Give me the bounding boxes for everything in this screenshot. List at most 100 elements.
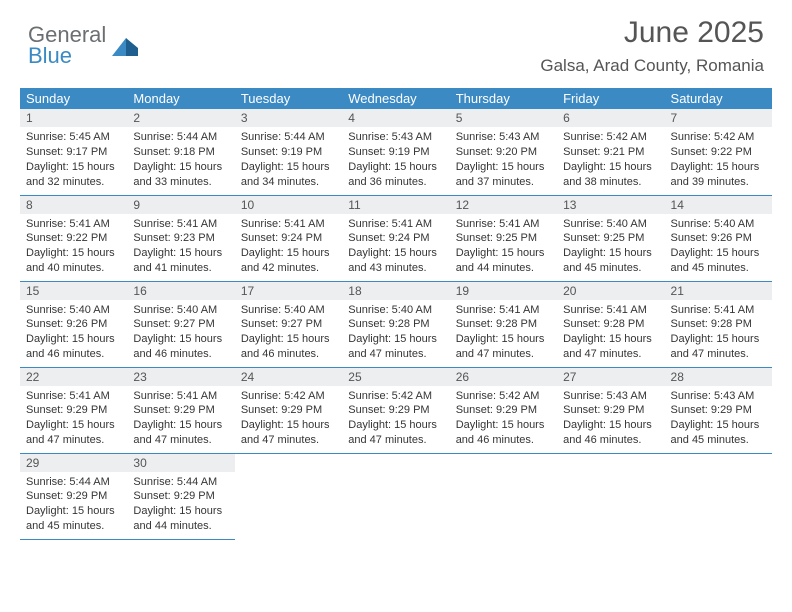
day-data: Sunrise: 5:40 AMSunset: 9:27 PMDaylight:… xyxy=(127,300,234,366)
day-data: Sunrise: 5:40 AMSunset: 9:27 PMDaylight:… xyxy=(235,300,342,366)
weekday-header: Monday xyxy=(127,88,234,109)
weekday-header: Sunday xyxy=(20,88,127,109)
calendar-day-cell: 20Sunrise: 5:41 AMSunset: 9:28 PMDayligh… xyxy=(557,281,664,367)
calendar-day-cell: 22Sunrise: 5:41 AMSunset: 9:29 PMDayligh… xyxy=(20,367,127,453)
calendar-day-cell: 17Sunrise: 5:40 AMSunset: 9:27 PMDayligh… xyxy=(235,281,342,367)
day-data: Sunrise: 5:44 AMSunset: 9:29 PMDaylight:… xyxy=(20,472,127,538)
day-number: 28 xyxy=(665,368,772,386)
day-data: Sunrise: 5:42 AMSunset: 9:29 PMDaylight:… xyxy=(235,386,342,452)
calendar-day-cell xyxy=(557,453,664,539)
weekday-header: Wednesday xyxy=(342,88,449,109)
day-number: 26 xyxy=(450,368,557,386)
day-number: 3 xyxy=(235,109,342,127)
day-data: Sunrise: 5:43 AMSunset: 9:20 PMDaylight:… xyxy=(450,127,557,193)
calendar-day-cell: 16Sunrise: 5:40 AMSunset: 9:27 PMDayligh… xyxy=(127,281,234,367)
logo-icon xyxy=(112,34,140,56)
day-number: 21 xyxy=(665,282,772,300)
day-number: 17 xyxy=(235,282,342,300)
day-number: 24 xyxy=(235,368,342,386)
calendar-day-cell: 15Sunrise: 5:40 AMSunset: 9:26 PMDayligh… xyxy=(20,281,127,367)
day-data: Sunrise: 5:44 AMSunset: 9:18 PMDaylight:… xyxy=(127,127,234,193)
day-number: 14 xyxy=(665,196,772,214)
logo-line2: Blue xyxy=(28,45,106,67)
calendar-day-cell xyxy=(665,453,772,539)
calendar-day-cell xyxy=(450,453,557,539)
day-number: 1 xyxy=(20,109,127,127)
day-data: Sunrise: 5:41 AMSunset: 9:22 PMDaylight:… xyxy=(20,214,127,280)
day-number: 18 xyxy=(342,282,449,300)
weekday-header: Thursday xyxy=(450,88,557,109)
calendar-day-cell: 1Sunrise: 5:45 AMSunset: 9:17 PMDaylight… xyxy=(20,109,127,195)
day-data: Sunrise: 5:45 AMSunset: 9:17 PMDaylight:… xyxy=(20,127,127,193)
calendar-week-row: 15Sunrise: 5:40 AMSunset: 9:26 PMDayligh… xyxy=(20,281,772,367)
calendar-day-cell: 10Sunrise: 5:41 AMSunset: 9:24 PMDayligh… xyxy=(235,195,342,281)
day-number: 11 xyxy=(342,196,449,214)
weekday-header: Tuesday xyxy=(235,88,342,109)
calendar-day-cell: 5Sunrise: 5:43 AMSunset: 9:20 PMDaylight… xyxy=(450,109,557,195)
calendar-week-row: 29Sunrise: 5:44 AMSunset: 9:29 PMDayligh… xyxy=(20,453,772,539)
day-data: Sunrise: 5:43 AMSunset: 9:29 PMDaylight:… xyxy=(665,386,772,452)
title-block: June 2025 Galsa, Arad County, Romania xyxy=(540,16,764,76)
calendar-day-cell: 3Sunrise: 5:44 AMSunset: 9:19 PMDaylight… xyxy=(235,109,342,195)
day-data: Sunrise: 5:42 AMSunset: 9:29 PMDaylight:… xyxy=(342,386,449,452)
day-data: Sunrise: 5:43 AMSunset: 9:19 PMDaylight:… xyxy=(342,127,449,193)
day-data: Sunrise: 5:42 AMSunset: 9:22 PMDaylight:… xyxy=(665,127,772,193)
day-data: Sunrise: 5:42 AMSunset: 9:21 PMDaylight:… xyxy=(557,127,664,193)
day-data: Sunrise: 5:41 AMSunset: 9:24 PMDaylight:… xyxy=(342,214,449,280)
day-number: 12 xyxy=(450,196,557,214)
day-data: Sunrise: 5:40 AMSunset: 9:25 PMDaylight:… xyxy=(557,214,664,280)
calendar-day-cell: 27Sunrise: 5:43 AMSunset: 9:29 PMDayligh… xyxy=(557,367,664,453)
location: Galsa, Arad County, Romania xyxy=(540,56,764,76)
day-data: Sunrise: 5:41 AMSunset: 9:25 PMDaylight:… xyxy=(450,214,557,280)
calendar-day-cell: 6Sunrise: 5:42 AMSunset: 9:21 PMDaylight… xyxy=(557,109,664,195)
day-number: 5 xyxy=(450,109,557,127)
weekday-header: Saturday xyxy=(665,88,772,109)
day-data: Sunrise: 5:41 AMSunset: 9:28 PMDaylight:… xyxy=(557,300,664,366)
calendar-day-cell: 7Sunrise: 5:42 AMSunset: 9:22 PMDaylight… xyxy=(665,109,772,195)
day-data: Sunrise: 5:43 AMSunset: 9:29 PMDaylight:… xyxy=(557,386,664,452)
day-data: Sunrise: 5:41 AMSunset: 9:28 PMDaylight:… xyxy=(450,300,557,366)
day-number: 19 xyxy=(450,282,557,300)
calendar-week-row: 8Sunrise: 5:41 AMSunset: 9:22 PMDaylight… xyxy=(20,195,772,281)
day-number: 2 xyxy=(127,109,234,127)
day-data: Sunrise: 5:40 AMSunset: 9:26 PMDaylight:… xyxy=(20,300,127,366)
logo: General Blue xyxy=(28,16,140,67)
calendar-day-cell: 24Sunrise: 5:42 AMSunset: 9:29 PMDayligh… xyxy=(235,367,342,453)
calendar-week-row: 22Sunrise: 5:41 AMSunset: 9:29 PMDayligh… xyxy=(20,367,772,453)
calendar-day-cell: 26Sunrise: 5:42 AMSunset: 9:29 PMDayligh… xyxy=(450,367,557,453)
day-number: 27 xyxy=(557,368,664,386)
day-number: 10 xyxy=(235,196,342,214)
day-data: Sunrise: 5:40 AMSunset: 9:26 PMDaylight:… xyxy=(665,214,772,280)
calendar-day-cell: 9Sunrise: 5:41 AMSunset: 9:23 PMDaylight… xyxy=(127,195,234,281)
calendar-day-cell: 28Sunrise: 5:43 AMSunset: 9:29 PMDayligh… xyxy=(665,367,772,453)
calendar-day-cell: 2Sunrise: 5:44 AMSunset: 9:18 PMDaylight… xyxy=(127,109,234,195)
day-number: 16 xyxy=(127,282,234,300)
day-data: Sunrise: 5:40 AMSunset: 9:28 PMDaylight:… xyxy=(342,300,449,366)
calendar-day-cell: 18Sunrise: 5:40 AMSunset: 9:28 PMDayligh… xyxy=(342,281,449,367)
day-number: 13 xyxy=(557,196,664,214)
calendar-table: Sunday Monday Tuesday Wednesday Thursday… xyxy=(20,88,772,540)
calendar-day-cell: 29Sunrise: 5:44 AMSunset: 9:29 PMDayligh… xyxy=(20,453,127,539)
day-data: Sunrise: 5:41 AMSunset: 9:29 PMDaylight:… xyxy=(127,386,234,452)
day-data: Sunrise: 5:44 AMSunset: 9:29 PMDaylight:… xyxy=(127,472,234,538)
calendar-day-cell: 21Sunrise: 5:41 AMSunset: 9:28 PMDayligh… xyxy=(665,281,772,367)
day-number: 29 xyxy=(20,454,127,472)
day-number: 4 xyxy=(342,109,449,127)
day-data: Sunrise: 5:41 AMSunset: 9:23 PMDaylight:… xyxy=(127,214,234,280)
day-data: Sunrise: 5:42 AMSunset: 9:29 PMDaylight:… xyxy=(450,386,557,452)
day-data: Sunrise: 5:41 AMSunset: 9:24 PMDaylight:… xyxy=(235,214,342,280)
day-number: 23 xyxy=(127,368,234,386)
day-number: 9 xyxy=(127,196,234,214)
calendar-day-cell: 19Sunrise: 5:41 AMSunset: 9:28 PMDayligh… xyxy=(450,281,557,367)
calendar-day-cell: 11Sunrise: 5:41 AMSunset: 9:24 PMDayligh… xyxy=(342,195,449,281)
calendar-day-cell: 4Sunrise: 5:43 AMSunset: 9:19 PMDaylight… xyxy=(342,109,449,195)
calendar-day-cell: 30Sunrise: 5:44 AMSunset: 9:29 PMDayligh… xyxy=(127,453,234,539)
day-data: Sunrise: 5:44 AMSunset: 9:19 PMDaylight:… xyxy=(235,127,342,193)
header: General Blue June 2025 Galsa, Arad Count… xyxy=(0,0,792,76)
day-number: 22 xyxy=(20,368,127,386)
day-number: 30 xyxy=(127,454,234,472)
calendar-week-row: 1Sunrise: 5:45 AMSunset: 9:17 PMDaylight… xyxy=(20,109,772,195)
calendar-day-cell: 13Sunrise: 5:40 AMSunset: 9:25 PMDayligh… xyxy=(557,195,664,281)
weekday-header: Friday xyxy=(557,88,664,109)
calendar-day-cell: 25Sunrise: 5:42 AMSunset: 9:29 PMDayligh… xyxy=(342,367,449,453)
